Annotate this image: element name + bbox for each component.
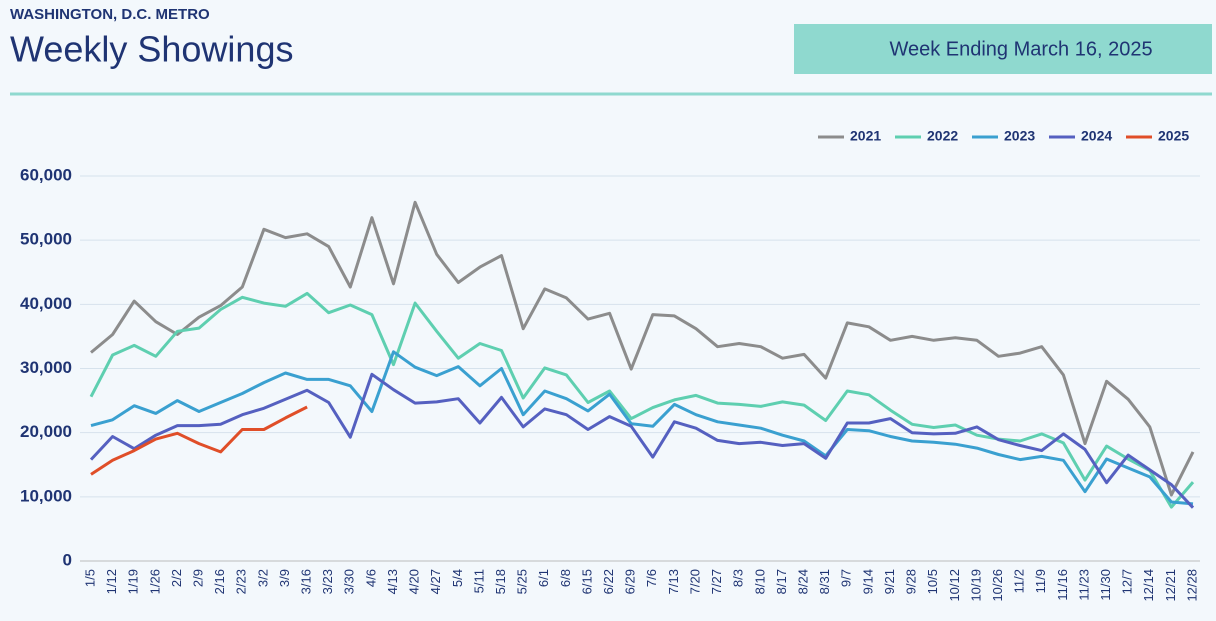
x-tick-label: 9/28 bbox=[904, 569, 919, 594]
x-tick-label: 11/23 bbox=[1076, 569, 1091, 601]
x-tick-label: 11/16 bbox=[1055, 569, 1070, 601]
x-tick-label: 12/28 bbox=[1184, 569, 1199, 602]
x-tick-label: 12/21 bbox=[1163, 569, 1178, 602]
y-tick-label: 30,000 bbox=[20, 358, 72, 377]
x-tick-label: 2/9 bbox=[190, 569, 205, 587]
x-tick-label: 3/16 bbox=[299, 569, 314, 594]
series-line bbox=[89, 372, 1195, 509]
x-tick-label: 7/13 bbox=[666, 569, 681, 594]
x-tick-label: 8/3 bbox=[731, 569, 746, 587]
y-tick-label: 10,000 bbox=[20, 486, 72, 505]
x-tick-label: 3/23 bbox=[320, 569, 335, 594]
x-tick-label: 10/26 bbox=[990, 569, 1005, 602]
x-tick-label: 10/19 bbox=[968, 569, 983, 602]
x-tick-label: 8/10 bbox=[752, 569, 767, 594]
x-tick-label: 11/9 bbox=[1033, 569, 1048, 593]
x-tick-label: 3/30 bbox=[342, 569, 357, 594]
legend-label: 2024 bbox=[1081, 128, 1112, 144]
x-tick-label: 9/7 bbox=[839, 569, 854, 587]
x-tick-label: 11/2 bbox=[1012, 569, 1027, 593]
x-tick-label: 5/18 bbox=[493, 569, 508, 594]
x-tick-label: 2/16 bbox=[212, 569, 227, 594]
x-tick-label: 7/20 bbox=[687, 569, 702, 594]
series-line bbox=[90, 350, 1194, 506]
x-tick-label: 1/26 bbox=[147, 569, 162, 594]
x-tick-label: 6/8 bbox=[558, 569, 573, 587]
x-tick-label: 4/27 bbox=[428, 569, 443, 594]
week-label: Week Ending March 16, 2025 bbox=[889, 38, 1152, 60]
x-tick-label: 2/23 bbox=[234, 569, 249, 594]
x-tick-label: 6/29 bbox=[623, 569, 638, 594]
x-tick-label: 3/9 bbox=[277, 569, 292, 587]
x-tick-label: 2/2 bbox=[169, 569, 184, 587]
x-tick-label: 8/17 bbox=[774, 569, 789, 594]
region: WASHINGTON, D.C. METRO bbox=[10, 6, 210, 23]
x-tick-label: 10/12 bbox=[947, 569, 962, 602]
x-tick-label: 6/22 bbox=[601, 569, 616, 594]
x-tick-label: 6/15 bbox=[579, 569, 594, 594]
x-tick-label: 4/20 bbox=[407, 569, 422, 594]
legend-label: 2023 bbox=[1004, 128, 1035, 144]
x-tick-label: 5/25 bbox=[515, 569, 530, 594]
x-tick-label: 5/11 bbox=[471, 569, 486, 593]
title: Weekly Showings bbox=[10, 29, 293, 70]
x-tick-label: 7/27 bbox=[709, 569, 724, 594]
x-tick-label: 12/14 bbox=[1141, 569, 1156, 602]
x-tick-label: 10/5 bbox=[925, 569, 940, 594]
y-tick-label: 60,000 bbox=[20, 165, 72, 184]
x-tick-label: 9/21 bbox=[882, 569, 897, 594]
x-tick-label: 1/5 bbox=[82, 569, 97, 587]
y-tick-label: 50,000 bbox=[20, 230, 72, 249]
series-line bbox=[90, 200, 1195, 497]
x-tick-label: 12/7 bbox=[1120, 569, 1135, 594]
x-tick-label: 9/14 bbox=[860, 569, 875, 594]
series-line bbox=[89, 291, 1195, 509]
x-tick-label: 11/30 bbox=[1098, 569, 1113, 601]
x-tick-label: 8/31 bbox=[817, 569, 832, 594]
y-tick-label: 20,000 bbox=[20, 422, 72, 441]
x-tick-label: 7/6 bbox=[644, 569, 659, 587]
y-tick-label: 0 bbox=[63, 550, 72, 569]
x-tick-label: 5/4 bbox=[450, 569, 465, 587]
week-box bbox=[794, 24, 1212, 74]
legend-label: 2022 bbox=[927, 128, 958, 144]
legend-label: 2025 bbox=[1158, 128, 1189, 144]
x-tick-label: 3/2 bbox=[255, 569, 270, 587]
x-tick-label: 4/13 bbox=[385, 569, 400, 594]
legend-label: 2021 bbox=[850, 128, 881, 144]
y-tick-label: 40,000 bbox=[20, 294, 72, 313]
x-tick-label: 1/12 bbox=[104, 569, 119, 594]
x-tick-label: 8/24 bbox=[795, 569, 810, 594]
x-tick-label: 6/1 bbox=[536, 569, 551, 587]
series-line bbox=[90, 405, 308, 476]
x-tick-label: 4/6 bbox=[363, 569, 378, 587]
x-tick-label: 1/19 bbox=[126, 569, 141, 594]
